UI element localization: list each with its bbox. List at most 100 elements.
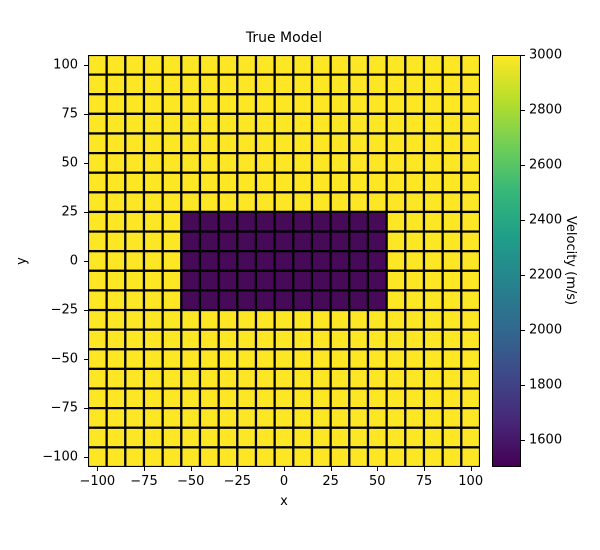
heatmap-cell bbox=[236, 230, 258, 253]
x-tick-label: −50 bbox=[176, 474, 205, 489]
heatmap-cell bbox=[105, 328, 127, 351]
heatmap-cell bbox=[460, 55, 480, 76]
heatmap-cell bbox=[161, 407, 183, 429]
heatmap-cell bbox=[180, 308, 202, 331]
heatmap-cell bbox=[254, 191, 276, 214]
heatmap-cell bbox=[142, 112, 164, 135]
heatmap-cell bbox=[142, 93, 164, 115]
y-tick-label: 25 bbox=[61, 204, 78, 220]
heatmap-cell bbox=[366, 308, 388, 331]
heatmap-cell bbox=[142, 407, 164, 429]
heatmap-cell bbox=[88, 93, 108, 115]
heatmap-cell bbox=[366, 269, 388, 292]
heatmap-cell bbox=[142, 250, 164, 272]
heatmap-cell bbox=[329, 93, 351, 115]
heatmap-cell bbox=[124, 308, 146, 331]
heatmap-cell bbox=[236, 132, 258, 155]
heatmap-cell bbox=[254, 387, 276, 410]
heatmap-cell bbox=[329, 250, 351, 272]
heatmap-cell bbox=[348, 191, 370, 214]
heatmap-cell bbox=[385, 250, 407, 272]
heatmap-cell bbox=[404, 308, 426, 331]
heatmap-cell bbox=[142, 151, 164, 174]
heatmap-cell bbox=[198, 289, 220, 312]
heatmap-cell bbox=[385, 210, 407, 233]
heatmap-cell bbox=[88, 407, 108, 429]
heatmap-cell bbox=[348, 55, 370, 76]
heatmap-cell bbox=[180, 151, 202, 174]
heatmap-cell bbox=[404, 250, 426, 272]
heatmap-cell bbox=[310, 112, 332, 135]
heatmap-cell bbox=[348, 171, 370, 194]
heatmap-cell bbox=[142, 387, 164, 410]
heatmap-cell bbox=[441, 55, 463, 76]
heatmap-cell bbox=[124, 151, 146, 174]
heatmap-cell bbox=[460, 210, 480, 233]
heatmap-cell bbox=[142, 367, 164, 390]
heatmap-cell bbox=[161, 112, 183, 135]
heatmap-cell bbox=[348, 73, 370, 96]
heatmap-cell bbox=[142, 348, 164, 371]
heatmap-cell bbox=[441, 73, 463, 96]
heatmap-cell bbox=[198, 387, 220, 410]
heatmap-cell bbox=[348, 446, 370, 467]
colorbar-tick-mark bbox=[521, 384, 525, 386]
heatmap-cell bbox=[422, 191, 444, 214]
heatmap-cell bbox=[460, 446, 480, 467]
heatmap-cell bbox=[329, 446, 351, 467]
heatmap-cell bbox=[366, 446, 388, 467]
heatmap-cell bbox=[329, 348, 351, 371]
heatmap-cell bbox=[385, 446, 407, 467]
heatmap-cell bbox=[441, 171, 463, 194]
heatmap-cell bbox=[217, 112, 239, 135]
y-tick-mark bbox=[84, 162, 88, 164]
heatmap-cell bbox=[105, 210, 127, 233]
heatmap-cell bbox=[441, 367, 463, 390]
heatmap-cell bbox=[348, 426, 370, 449]
colorbar-label: Velocity (m/s) bbox=[563, 216, 578, 306]
heatmap-cell bbox=[366, 387, 388, 410]
x-tick-label: 75 bbox=[415, 474, 433, 489]
heatmap-cell bbox=[217, 328, 239, 351]
heatmap-cell bbox=[198, 446, 220, 467]
colorbar-tick-label: 2200 bbox=[529, 267, 563, 283]
heatmap-cell bbox=[366, 210, 388, 233]
heatmap-cell bbox=[254, 250, 276, 272]
heatmap-cell bbox=[236, 250, 258, 272]
heatmap-cell bbox=[460, 407, 480, 429]
heatmap-cell bbox=[124, 328, 146, 351]
heatmap-cell bbox=[236, 269, 258, 292]
colorbar-tick-mark bbox=[521, 329, 525, 331]
heatmap-cell bbox=[105, 250, 127, 272]
heatmap-cell bbox=[292, 151, 314, 174]
colorbar-tick-mark bbox=[521, 219, 525, 221]
heatmap-cell bbox=[366, 328, 388, 351]
heatmap-cell bbox=[161, 210, 183, 233]
heatmap-cell bbox=[180, 132, 202, 155]
heatmap-cell bbox=[198, 367, 220, 390]
heatmap-cell bbox=[161, 230, 183, 253]
heatmap-cell bbox=[236, 328, 258, 351]
heatmap-cell bbox=[422, 407, 444, 429]
heatmap-cell bbox=[217, 367, 239, 390]
heatmap-cell bbox=[217, 151, 239, 174]
heatmap-cell bbox=[460, 191, 480, 214]
heatmap-cell bbox=[441, 269, 463, 292]
heatmap-cell bbox=[348, 132, 370, 155]
heatmap-cell bbox=[254, 55, 276, 76]
heatmap-cell bbox=[88, 73, 108, 96]
heatmap-cell bbox=[88, 55, 108, 76]
heatmap-cell bbox=[310, 191, 332, 214]
heatmap-cell bbox=[180, 367, 202, 390]
heatmap-cell bbox=[385, 367, 407, 390]
heatmap-cell bbox=[198, 328, 220, 351]
heatmap-cell bbox=[292, 308, 314, 331]
heatmap-cell bbox=[124, 191, 146, 214]
x-tick-label: 0 bbox=[279, 474, 289, 489]
heatmap-cell bbox=[422, 210, 444, 233]
heatmap-cell bbox=[273, 250, 295, 272]
heatmap-cell bbox=[161, 308, 183, 331]
heatmap-cell bbox=[385, 230, 407, 253]
heatmap-cell bbox=[273, 446, 295, 467]
heatmap-cell bbox=[460, 73, 480, 96]
